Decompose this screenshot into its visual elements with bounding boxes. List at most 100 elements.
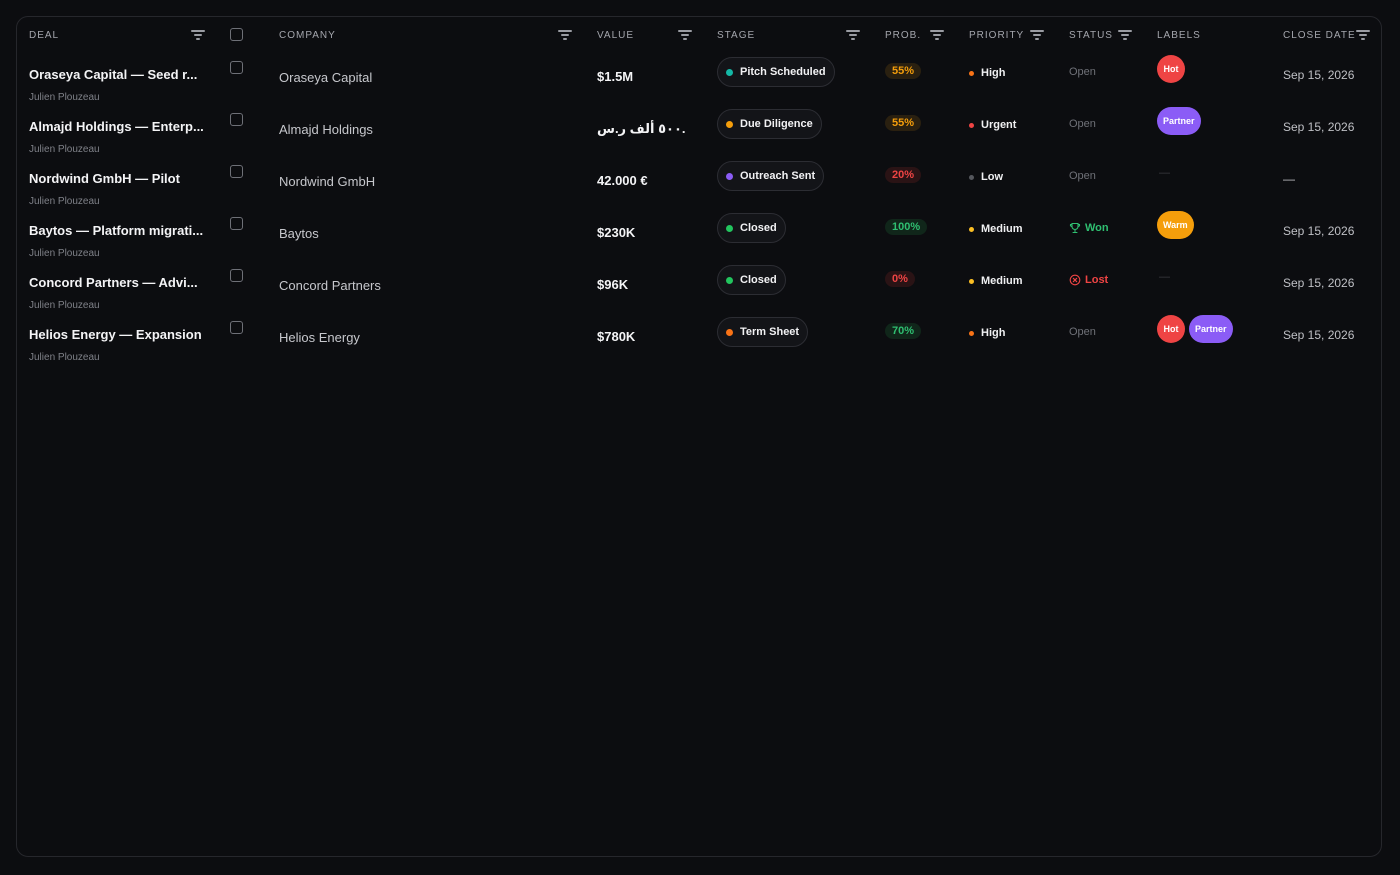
table-header: DEAL COMPANY VALUE STAGE PROB. PRIORITY … [17,17,1381,57]
stage-pill[interactable]: Closed [717,213,786,243]
priority-indicator[interactable]: Medium [969,275,1023,287]
table-row[interactable]: Helios Energy — Expansion Julien Plouzeau… [17,315,1381,377]
column-header-value[interactable]: VALUE [597,30,635,41]
probability-badge: 55% [885,115,922,131]
deal-name[interactable]: Helios Energy — Expansion [29,327,202,342]
label-chip[interactable]: Partner [1157,107,1201,135]
stage-pill[interactable]: Due Diligence [717,109,822,139]
status-filter-icon[interactable] [1118,29,1132,41]
deals-table: DEAL COMPANY VALUE STAGE PROB. PRIORITY … [16,16,1382,857]
priority-label: High [981,67,1006,79]
label-chip[interactable]: Hot [1157,55,1185,83]
labels-group: Warm [1157,211,1198,241]
deal-value: $96K [597,277,629,292]
priority-dot-icon [969,227,974,232]
stage-label: Closed [740,274,777,286]
close-date: Sep 15, 2026 [1283,328,1355,342]
priority-dot-icon [969,71,974,76]
x-circle-icon [1069,274,1081,286]
table-row[interactable]: Concord Partners — Advi... Julien Plouzea… [17,265,1381,325]
deal-value: 42.000 € [597,173,648,188]
company-filter-icon[interactable] [558,29,572,41]
priority-indicator[interactable]: High [969,67,1005,79]
company-name[interactable]: Nordwind GmbH [279,174,376,189]
priority-label: Medium [981,223,1023,235]
labels-group: Partner [1157,107,1205,137]
close-date: Sep 15, 2026 [1283,276,1355,290]
label-chip[interactable]: Partner [1189,315,1233,343]
priority-label: Urgent [981,119,1017,131]
status-label: Open [1069,66,1096,78]
company-name[interactable]: Oraseya Capital [279,70,373,85]
column-header-deal[interactable]: DEAL [29,30,60,41]
row-checkbox[interactable] [230,321,243,334]
stage-dot-icon [726,277,733,284]
deal-name[interactable]: Oraseya Capital — Seed r... [29,67,198,82]
deal-owner: Julien Plouzeau [29,92,100,103]
priority-indicator[interactable]: Low [969,171,1003,183]
close-date: Sep 15, 2026 [1283,68,1355,82]
prob-filter-icon[interactable] [930,29,944,41]
deal-value: $780K [597,329,636,344]
probability-badge: 0% [885,271,915,287]
close-date-filter-icon[interactable] [1356,29,1370,41]
status-label: Open [1069,118,1096,130]
deal-owner: Julien Plouzeau [29,144,100,155]
labels-group: Hot [1157,55,1189,85]
company-name[interactable]: Almajd Holdings [279,122,373,137]
priority-filter-icon[interactable] [1030,29,1044,41]
stage-label: Term Sheet [740,326,800,338]
probability-badge: 70% [885,323,922,339]
priority-indicator[interactable]: High [969,327,1005,339]
table-row[interactable]: Almajd Holdings — Enterp... Julien Plouze… [17,107,1381,169]
value-filter-icon[interactable] [678,29,692,41]
column-header-prob[interactable]: PROB. [885,30,922,41]
labels-empty: — [1159,167,1170,179]
stage-dot-icon [726,69,733,76]
status-text: Won [1069,222,1109,234]
column-header-stage[interactable]: STAGE [717,30,756,41]
table-row[interactable]: Oraseya Capital — Seed r... Julien Plouze… [17,55,1381,117]
deal-name[interactable]: Almajd Holdings — Enterp... [29,119,204,134]
stage-pill[interactable]: Pitch Scheduled [717,57,835,87]
label-chip[interactable]: Warm [1157,211,1194,239]
status-label: Won [1085,222,1109,234]
probability-badge: 55% [885,63,922,79]
stage-pill[interactable]: Closed [717,265,786,295]
deal-owner: Julien Plouzeau [29,300,100,311]
column-header-labels[interactable]: LABELS [1157,30,1201,41]
row-checkbox[interactable] [230,61,243,74]
column-header-company[interactable]: COMPANY [279,30,336,41]
column-header-priority[interactable]: PRIORITY [969,30,1025,41]
row-checkbox[interactable] [230,165,243,178]
table-row[interactable]: Nordwind GmbH — Pilot Julien Plouzeau Nord… [17,161,1381,221]
deal-value: ٥٠٠ ألف ر.س. [597,121,686,136]
column-header-status[interactable]: STATUS [1069,30,1113,41]
deal-name[interactable]: Nordwind GmbH — Pilot [29,171,180,186]
stage-pill[interactable]: Outreach Sent [717,161,825,191]
priority-indicator[interactable]: Urgent [969,119,1016,131]
company-name[interactable]: Baytos [279,226,319,241]
stage-filter-icon[interactable] [846,29,860,41]
select-all-checkbox[interactable] [230,28,243,41]
row-checkbox[interactable] [230,269,243,282]
stage-dot-icon [726,173,733,180]
stage-dot-icon [726,121,733,128]
column-header-close-date[interactable]: CLOSE DATE [1283,30,1356,41]
priority-indicator[interactable]: Medium [969,223,1023,235]
priority-dot-icon [969,279,974,284]
row-checkbox[interactable] [230,217,243,230]
table-row[interactable]: Baytos — Platform migrati... Julien Plouz… [17,211,1381,273]
deal-filter-icon[interactable] [191,29,205,41]
status-label: Open [1069,326,1096,338]
stage-pill[interactable]: Term Sheet [717,317,809,347]
row-checkbox[interactable] [230,113,243,126]
probability-badge: 20% [885,167,922,183]
company-name[interactable]: Concord Partners [279,278,381,293]
stage-label: Due Diligence [740,118,813,130]
label-chip[interactable]: Hot [1157,315,1185,343]
deal-name[interactable]: Baytos — Platform migrati... [29,223,204,238]
company-name[interactable]: Helios Energy [279,330,360,345]
deal-name[interactable]: Concord Partners — Advi... [29,275,198,290]
status-text: Open [1069,66,1096,78]
